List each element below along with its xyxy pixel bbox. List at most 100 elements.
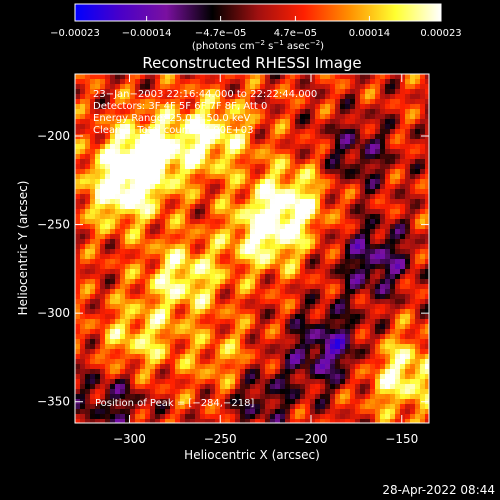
heatmap-cell [90, 339, 96, 345]
heatmap-cell [350, 119, 356, 125]
heatmap-cell [385, 229, 391, 235]
heatmap-cell [355, 79, 361, 85]
heatmap-cell [275, 74, 281, 80]
heatmap-cell [210, 139, 216, 145]
heatmap-cell [345, 364, 351, 370]
heatmap-cell [305, 74, 311, 80]
heatmap-cell [415, 324, 421, 330]
heatmap-cell [390, 184, 396, 190]
heatmap-cell [110, 184, 116, 190]
heatmap-cell [290, 119, 296, 125]
heatmap-cell [125, 359, 131, 365]
heatmap-cell [380, 209, 386, 215]
heatmap-cell [115, 414, 121, 420]
heatmap-cell [305, 339, 311, 345]
heatmap-cell [95, 164, 101, 170]
heatmap-cell [305, 314, 311, 320]
heatmap-cell [395, 219, 401, 225]
heatmap-cell [380, 164, 386, 170]
heatmap-cell [200, 289, 206, 295]
heatmap-cell [245, 304, 251, 310]
heatmap-cell [90, 309, 96, 315]
heatmap-cell [300, 354, 306, 360]
heatmap-cell [250, 354, 256, 360]
heatmap-cell [390, 394, 396, 400]
heatmap-cell [280, 354, 286, 360]
heatmap-cell [125, 319, 131, 325]
heatmap-cell [145, 74, 151, 80]
heatmap-cell [235, 209, 241, 215]
heatmap-cell [395, 314, 401, 320]
heatmap-cell [105, 139, 111, 145]
heatmap-cell [215, 159, 221, 165]
heatmap-cell [295, 159, 301, 165]
heatmap-cell [395, 394, 401, 400]
heatmap-cell [80, 184, 86, 190]
heatmap-cell [210, 334, 216, 340]
heatmap-cell [230, 279, 236, 285]
heatmap-cell [405, 204, 411, 210]
heatmap-cell [150, 294, 156, 300]
heatmap-cell [405, 184, 411, 190]
heatmap-cell [130, 99, 136, 105]
heatmap-cell [225, 354, 231, 360]
heatmap-cell [245, 299, 251, 305]
heatmap-cell [315, 294, 321, 300]
heatmap-cell [170, 309, 176, 315]
heatmap-cell [240, 369, 246, 375]
heatmap-cell [80, 409, 86, 415]
heatmap-cell [150, 229, 156, 235]
heatmap-cell [210, 289, 216, 295]
heatmap-cell [365, 289, 371, 295]
heatmap-cell [100, 254, 106, 260]
heatmap-cell [390, 359, 396, 365]
heatmap-cell [385, 74, 391, 80]
heatmap-cell [240, 349, 246, 355]
heatmap-cell [320, 114, 326, 120]
heatmap-cell [365, 284, 371, 290]
heatmap-cell [185, 414, 191, 420]
heatmap-cell [110, 179, 116, 185]
heatmap-cell [325, 259, 331, 265]
heatmap-cell [155, 389, 161, 395]
heatmap-cell [260, 194, 266, 200]
heatmap-cell [120, 299, 126, 305]
heatmap-cell [200, 244, 206, 250]
heatmap-cell [125, 204, 131, 210]
heatmap-cell [405, 209, 411, 215]
heatmap-cell [80, 119, 86, 125]
heatmap-cell [365, 389, 371, 395]
heatmap-cell [275, 134, 281, 140]
heatmap-cell [105, 389, 111, 395]
heatmap-cell [100, 284, 106, 290]
heatmap-cell [220, 334, 226, 340]
heatmap-cell [180, 89, 186, 95]
heatmap-cell [235, 214, 241, 220]
heatmap-cell [265, 229, 271, 235]
heatmap-cell [420, 384, 426, 390]
heatmap-cell [245, 74, 251, 80]
heatmap-cell [155, 399, 161, 405]
heatmap-cell [310, 289, 316, 295]
heatmap-cell [425, 129, 429, 135]
heatmap-cell [110, 304, 116, 310]
heatmap-cell [360, 249, 366, 255]
heatmap-cell [305, 124, 311, 130]
heatmap-cell [110, 129, 116, 135]
heatmap-cell [265, 79, 271, 85]
heatmap-cell [365, 139, 371, 145]
heatmap-cell [405, 94, 411, 100]
heatmap-cell [190, 199, 196, 205]
heatmap-cell [395, 259, 401, 265]
heatmap-cell [110, 369, 116, 375]
heatmap-cell [185, 109, 191, 115]
heatmap-cell [115, 404, 121, 410]
heatmap-cell [380, 99, 386, 105]
heatmap-cell [350, 224, 356, 230]
heatmap-cell [340, 334, 346, 340]
heatmap-cell [290, 269, 296, 275]
heatmap-cell [110, 319, 116, 325]
heatmap-cell [335, 279, 341, 285]
heatmap-cell [310, 294, 316, 300]
heatmap-cell [410, 144, 416, 150]
